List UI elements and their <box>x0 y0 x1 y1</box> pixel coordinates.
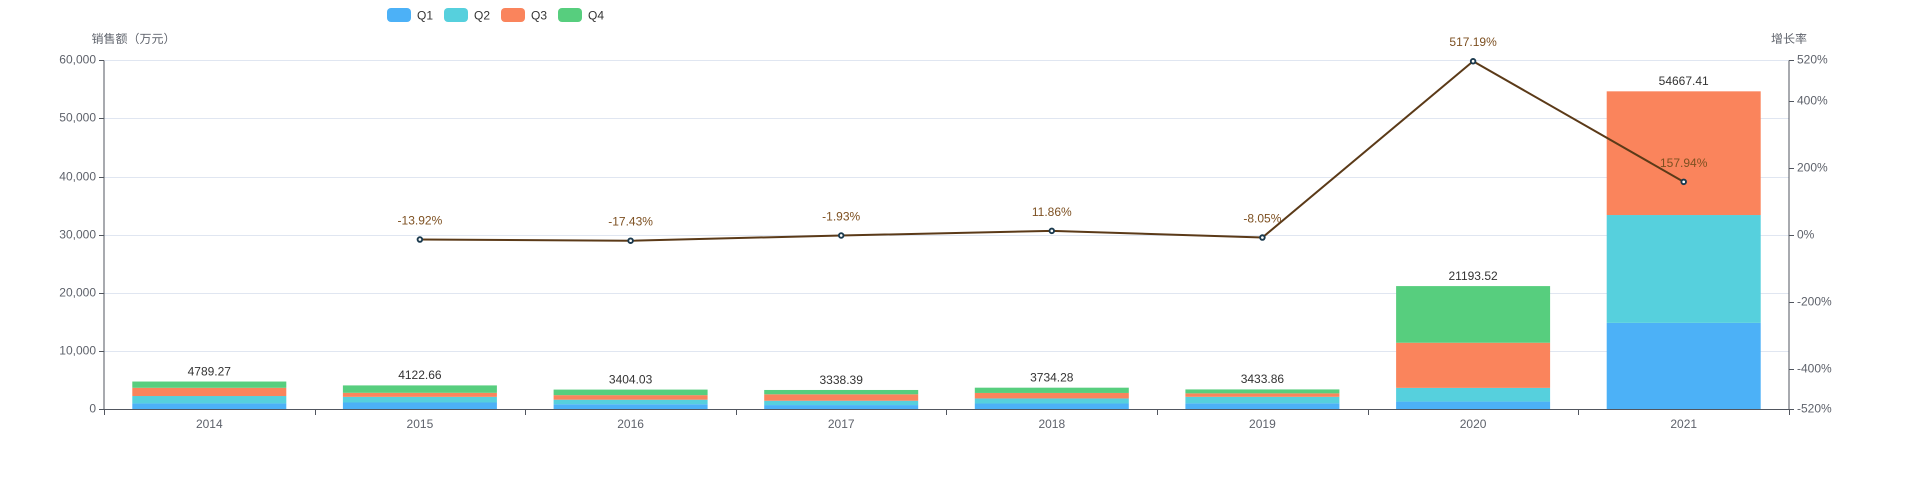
svg-text:20,000: 20,000 <box>59 286 96 300</box>
svg-text:40,000: 40,000 <box>59 170 96 184</box>
svg-text:Q3: Q3 <box>531 9 547 23</box>
svg-text:-520%: -520% <box>1797 402 1832 416</box>
svg-text:11.86%: 11.86% <box>1032 205 1072 219</box>
svg-text:2018: 2018 <box>1038 417 1065 431</box>
svg-text:Q1: Q1 <box>417 9 433 23</box>
svg-text:-200%: -200% <box>1797 295 1832 309</box>
svg-text:4789.27: 4789.27 <box>188 364 232 378</box>
svg-text:2021: 2021 <box>1670 417 1697 431</box>
svg-text:2017: 2017 <box>828 417 855 431</box>
svg-text:0%: 0% <box>1797 228 1815 242</box>
svg-text:60,000: 60,000 <box>59 53 96 67</box>
svg-text:4122.66: 4122.66 <box>398 368 442 382</box>
svg-text:0: 0 <box>89 402 96 416</box>
svg-text:-400%: -400% <box>1797 362 1832 376</box>
svg-text:21193.52: 21193.52 <box>1449 269 1498 283</box>
svg-text:520%: 520% <box>1797 53 1828 67</box>
svg-text:2020: 2020 <box>1460 417 1487 431</box>
svg-text:2016: 2016 <box>617 417 644 431</box>
svg-text:-1.93%: -1.93% <box>822 210 860 224</box>
svg-text:-8.05%: -8.05% <box>1243 212 1281 226</box>
svg-text:Q2: Q2 <box>474 9 490 23</box>
svg-text:10,000: 10,000 <box>59 344 96 358</box>
svg-text:2015: 2015 <box>407 417 434 431</box>
svg-text:2014: 2014 <box>196 417 223 431</box>
svg-text:517.19%: 517.19% <box>1449 35 1497 49</box>
svg-text:157.94%: 157.94% <box>1660 156 1708 170</box>
svg-text:3404.03: 3404.03 <box>609 372 653 386</box>
svg-text:50,000: 50,000 <box>59 111 96 125</box>
svg-text:-17.43%: -17.43% <box>608 215 653 229</box>
svg-text:-13.92%: -13.92% <box>398 214 443 228</box>
svg-text:400%: 400% <box>1797 94 1828 108</box>
svg-text:Q4: Q4 <box>588 9 604 23</box>
svg-text:3433.86: 3433.86 <box>1241 372 1285 386</box>
svg-text:3338.39: 3338.39 <box>820 373 864 387</box>
svg-text:200%: 200% <box>1797 161 1828 175</box>
svg-text:54667.41: 54667.41 <box>1659 74 1709 88</box>
svg-text:30,000: 30,000 <box>59 228 96 242</box>
svg-text:2019: 2019 <box>1249 417 1276 431</box>
svg-text:3734.28: 3734.28 <box>1030 370 1074 384</box>
